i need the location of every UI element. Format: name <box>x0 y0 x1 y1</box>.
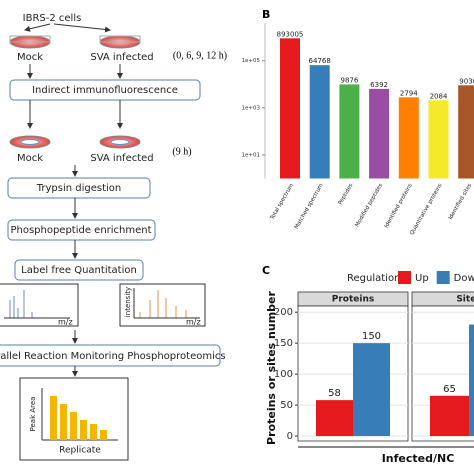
step-box <box>14 259 144 281</box>
x-tick-label: Matched spectrum <box>294 183 325 231</box>
step-label: Phosphopeptide enrichment <box>10 225 151 236</box>
step-box <box>0 344 221 367</box>
y-tick-label: 50 <box>280 400 293 411</box>
bar <box>316 400 353 437</box>
value-label: 6392 <box>370 81 388 89</box>
dish <box>9 35 51 49</box>
x-tick-label: Total spectrum <box>269 183 295 222</box>
arrow <box>24 23 51 32</box>
legend-label: Up <box>415 273 429 284</box>
axis-label: Replicate <box>59 446 101 456</box>
y-tick-label: 200 <box>274 307 293 318</box>
bar <box>430 395 469 437</box>
dish <box>9 135 51 149</box>
prm-icon: Peak Area Replicate <box>19 377 129 461</box>
spectrum-icon: m/z <box>0 283 79 327</box>
legend-swatch <box>398 271 411 284</box>
legend-title: Regulation <box>347 273 400 284</box>
step-label: Parallel Reaction Monitoring Phosphoprot… <box>0 351 226 362</box>
x-tick-label: Modified peptides <box>354 183 384 229</box>
bar <box>469 324 474 437</box>
bar <box>280 38 300 179</box>
step-box <box>7 219 156 241</box>
value-label: 9876 <box>340 76 358 84</box>
arrow <box>53 23 111 33</box>
axis-label: m/z <box>186 318 201 327</box>
value-label: 65 <box>443 384 456 395</box>
value-label: 2794 <box>400 89 418 97</box>
bar <box>428 100 449 179</box>
axis-label: Peak Area <box>29 397 37 432</box>
dish <box>99 35 141 49</box>
panel-label: B <box>262 8 270 21</box>
y-tick-label: 150 <box>274 338 293 349</box>
x-axis-title: Infected/NC <box>382 452 455 465</box>
legend-label: Down <box>454 273 474 284</box>
y-tick-label: 100 <box>274 369 293 380</box>
bar <box>309 65 330 179</box>
y-axis-title: Proteins or sites number <box>265 291 278 445</box>
regulation-chart: RegulationUpDownProteins58150Sites651800… <box>265 271 474 465</box>
step-label: Trypsin digestion <box>36 183 122 194</box>
bar <box>369 88 390 179</box>
facet-label: Proteins <box>332 295 374 305</box>
x-tick-label: Identified proteins <box>384 183 414 230</box>
value-label: 150 <box>362 331 381 342</box>
time-point: (9 h) <box>172 146 191 157</box>
time-points: (0, 6, 9, 12 h) <box>173 50 227 61</box>
spectrum-icon: intensity m/z <box>119 283 206 327</box>
infected-label: SVA infected <box>90 153 153 164</box>
bar <box>353 343 390 437</box>
step-label: Indirect immunofluorescence <box>32 85 178 96</box>
panel-label: C <box>262 264 270 277</box>
dish <box>99 135 141 149</box>
value-label: 9030 <box>459 77 474 85</box>
bar <box>458 85 474 179</box>
bar <box>339 84 360 179</box>
step-box <box>7 177 151 199</box>
value-label: 64768 <box>309 57 331 65</box>
axis-label: m/z <box>58 318 73 327</box>
value-label: 893005 <box>277 30 304 38</box>
bar <box>398 97 419 179</box>
infected-label: SVA infected <box>90 52 153 63</box>
workflow-panel: IBRS-2 cells Mock SVA infected (0, 6, 9,… <box>0 13 227 461</box>
y-tick-label: 1e+01 <box>242 152 261 158</box>
step-label: Label free Quantitation <box>21 265 137 276</box>
counts-chart: 1e+01 1e+03 1e+05 893005 Total spectrum 64768… <box>242 23 474 236</box>
step-box <box>9 79 201 101</box>
y-tick-label: 1e+05 <box>242 58 261 64</box>
x-tick-label: Quantitative proteins <box>409 183 443 237</box>
y-tick-label: 0 <box>287 431 293 442</box>
facet-label: Sites <box>456 295 474 305</box>
cell-line: IBRS-2 cells <box>23 13 82 24</box>
value-label: 58 <box>328 388 341 399</box>
x-tick-label: Peptides <box>338 183 355 206</box>
y-tick-label: 1e+03 <box>242 105 261 111</box>
legend-swatch <box>436 271 450 284</box>
axis-label: intensity <box>124 287 132 317</box>
mock-label: Mock <box>17 153 43 164</box>
value-label: 2084 <box>430 92 448 100</box>
x-tick-label: Identified sites <box>448 183 474 221</box>
mock-label: Mock <box>17 52 43 63</box>
